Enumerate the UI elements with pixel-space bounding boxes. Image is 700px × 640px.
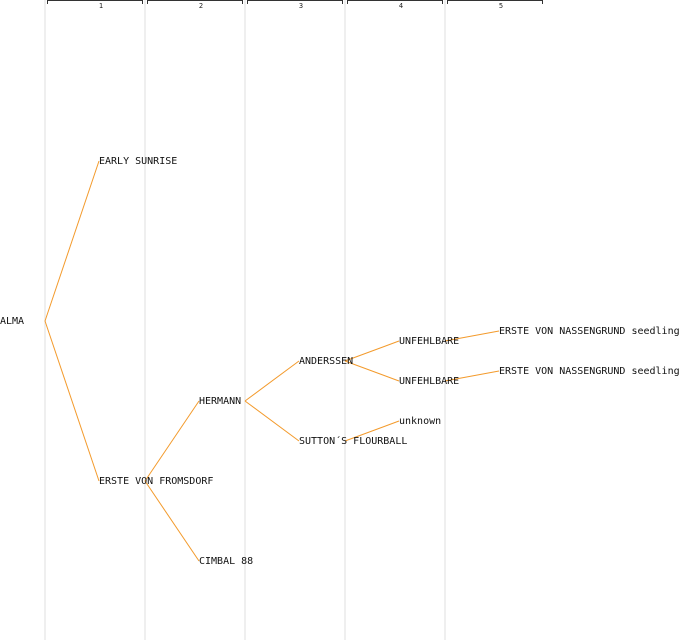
generation-bracket — [147, 0, 243, 4]
edge-hermann-sutton — [244, 400, 300, 442]
edge-hermann-anderssen — [244, 360, 300, 402]
generation-number-4: 4 — [398, 2, 404, 10]
edge-anderssen-unfehlbare-b — [344, 360, 400, 382]
generation-number-2: 2 — [198, 2, 204, 10]
edge-fromsdorf-cimbal — [144, 480, 200, 562]
node-erste-von-nassengrund-seedling-b[interactable]: ERSTE VON NASSENGRUND seedling — [499, 366, 680, 377]
edge-root-erste-von-fromsdorf — [44, 320, 100, 482]
node-erste-von-fromsdorf[interactable]: ERSTE VON FROMSDORF — [99, 476, 214, 487]
edge-unfehlbare-b-seedling — [444, 370, 500, 382]
generation-bracket — [447, 0, 543, 4]
node-cimbal-88[interactable]: CIMBAL 88 — [199, 556, 254, 567]
generation-bracket — [347, 0, 443, 4]
column-gridline — [244, 0, 246, 640]
node-suttons-flourball[interactable]: SUTTON´S FLOURBALL — [299, 436, 408, 447]
column-gridline — [444, 0, 446, 640]
node-root[interactable]: ALMA — [0, 316, 25, 327]
node-unknown[interactable]: unknown — [399, 416, 442, 427]
generation-number-5: 5 — [498, 2, 504, 10]
node-anderssen[interactable]: ANDERSSEN — [299, 356, 354, 367]
column-gridline — [144, 0, 146, 640]
node-early-sunrise[interactable]: EARLY SUNRISE — [99, 156, 178, 167]
node-hermann[interactable]: HERMANN — [199, 396, 242, 407]
generation-bracket — [47, 0, 143, 4]
edge-sutton-unknown — [344, 420, 400, 442]
node-unfehlbare-a[interactable]: UNFEHLBARE — [399, 336, 460, 347]
generation-bracket — [247, 0, 343, 4]
generation-number-3: 3 — [298, 2, 304, 10]
node-unfehlbare-b[interactable]: UNFEHLBARE — [399, 376, 460, 387]
edge-root-early-sunrise — [44, 160, 100, 322]
edge-unfehlbare-a-seedling — [444, 330, 500, 342]
node-erste-von-nassengrund-seedling-a[interactable]: ERSTE VON NASSENGRUND seedling — [499, 326, 680, 337]
edge-fromsdorf-hermann — [144, 400, 200, 482]
generation-number-1: 1 — [98, 2, 104, 10]
column-gridline — [344, 0, 346, 640]
edge-anderssen-unfehlbare-a — [344, 340, 400, 362]
